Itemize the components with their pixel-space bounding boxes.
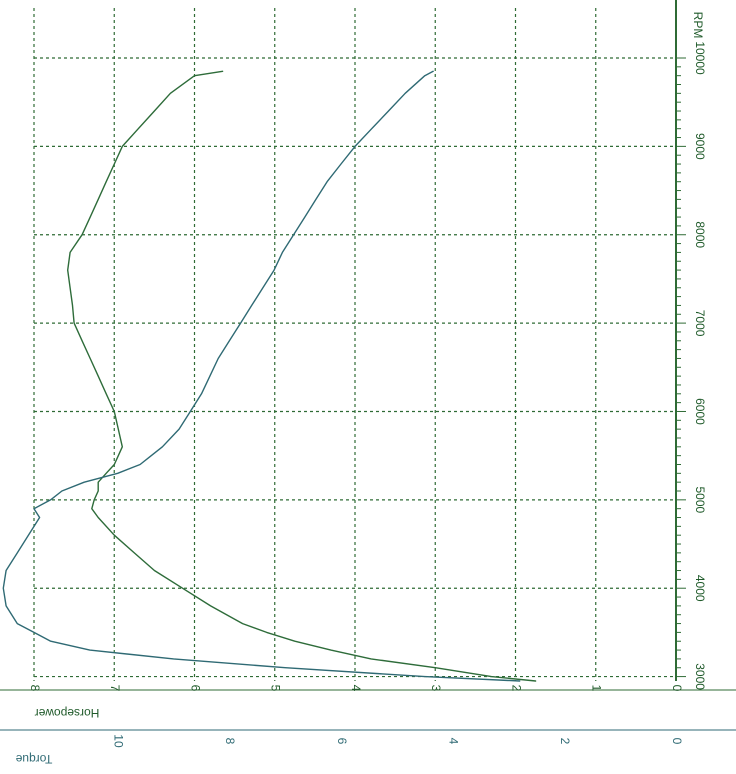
horsepower-tick-2: 2 xyxy=(509,685,523,692)
horsepower-tick-1: 1 xyxy=(590,685,604,692)
horsepower-tick-0: 0 xyxy=(670,685,684,692)
rpm-tick-3000: 3000 xyxy=(693,663,707,690)
torque-tick-4: 4 xyxy=(447,738,461,745)
rpm-tick-7000: 7000 xyxy=(693,310,707,337)
horsepower-tick-4: 4 xyxy=(349,685,363,692)
horsepower-tick-6: 6 xyxy=(188,685,202,692)
horsepower-tick-5: 5 xyxy=(269,685,283,692)
rpm-tick-6000: 6000 xyxy=(693,398,707,425)
chart-grid xyxy=(33,8,677,681)
horsepower-curve xyxy=(67,70,537,682)
torque-tick-0: 0 xyxy=(670,738,684,745)
torque-axis-label: Torque xyxy=(15,752,52,766)
torque-tick-6: 6 xyxy=(335,738,349,745)
horsepower-tick-7: 7 xyxy=(108,685,122,692)
rpm-tick-8000: 8000 xyxy=(693,221,707,248)
rpm-tick-4000: 4000 xyxy=(693,575,707,602)
rpm-tick-10000: 10000 xyxy=(693,41,707,75)
torque-tick-2: 2 xyxy=(558,738,572,745)
horsepower-axis-label: Horsepower xyxy=(35,706,100,720)
rpm-tick-5000: 5000 xyxy=(693,486,707,513)
torque-curve xyxy=(2,70,521,682)
rpm-axis-label: RPM xyxy=(691,12,705,39)
chart-labels: 0 1 2 3 4 5 6 7 8 0 2 4 6 8 10 3000 4000 5000 6000 7000 8000… xyxy=(15,12,706,766)
chart-axes xyxy=(0,0,736,731)
torque-tick-10: 10 xyxy=(112,734,126,748)
rpm-tick-9000: 9000 xyxy=(693,133,707,160)
torque-tick-8: 8 xyxy=(223,738,237,745)
horsepower-tick-3: 3 xyxy=(429,685,443,692)
horsepower-tick-8: 8 xyxy=(28,685,42,692)
chart-series xyxy=(2,70,537,682)
